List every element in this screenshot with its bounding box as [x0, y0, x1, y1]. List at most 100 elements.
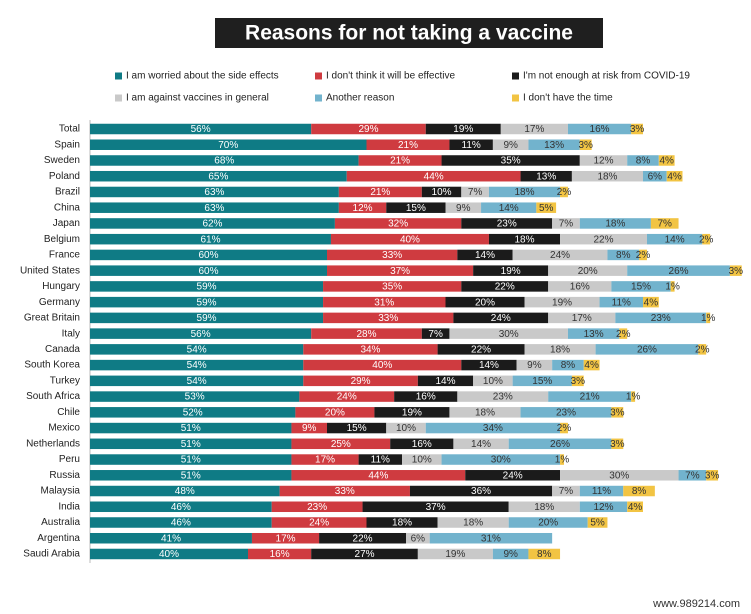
bar-segment: [465, 470, 561, 481]
bar-segment: [552, 485, 580, 497]
category-label: Brazil: [55, 187, 80, 198]
bar-segment: [508, 517, 588, 528]
data-label: 16%: [590, 124, 610, 135]
data-label: 3%: [630, 124, 645, 135]
bar-segment: [729, 265, 742, 276]
bar-segment: [579, 485, 624, 497]
data-label: 20%: [475, 297, 495, 308]
bar-segment: [402, 454, 442, 465]
bar-segment: [512, 375, 572, 387]
data-label: 5%: [539, 203, 554, 214]
category-label: Italy: [62, 328, 80, 339]
bar-segment: [552, 218, 580, 229]
data-label: 46%: [171, 502, 191, 513]
data-label: 1%: [665, 282, 680, 293]
category-label: Hungary: [42, 281, 80, 292]
data-label: 59%: [197, 282, 217, 293]
bar-segment: [524, 296, 600, 308]
data-label: 21%: [398, 140, 418, 151]
bar-segment: [425, 422, 561, 434]
data-label: 6%: [648, 171, 663, 182]
data-label: 18%: [392, 518, 412, 529]
data-label: 51%: [181, 423, 201, 434]
bar-segment: [441, 454, 561, 465]
bar-segment: [425, 123, 501, 135]
bar-segment: [358, 454, 403, 465]
data-label: 56%: [191, 329, 211, 340]
bar-segment: [327, 265, 474, 276]
data-label: 11%: [612, 297, 631, 308]
data-label: 4%: [667, 171, 682, 182]
data-label: 53%: [185, 392, 205, 403]
bar-segment: [481, 202, 537, 213]
bar-segment: [323, 296, 446, 308]
legend-label: Another reason: [326, 93, 394, 104]
data-label: 1%: [701, 313, 716, 324]
bar-segment: [461, 186, 489, 198]
data-label: 34%: [483, 423, 503, 434]
title-box: [215, 18, 603, 48]
bar-segment: [492, 548, 529, 560]
data-label: 10%: [396, 423, 416, 434]
data-label: 29%: [351, 376, 371, 387]
data-label: 46%: [171, 518, 191, 529]
data-label: 41%: [161, 533, 181, 544]
data-label: 9%: [456, 203, 471, 214]
bar-segment: [643, 170, 667, 182]
bar-segment: [488, 186, 561, 198]
data-label: 29%: [358, 124, 378, 135]
data-label: 23%: [651, 313, 671, 324]
bar-segment: [579, 218, 651, 229]
data-label: 60%: [198, 250, 218, 261]
bar-segment: [698, 344, 707, 355]
bar-segment: [528, 139, 580, 150]
bar-segment: [453, 438, 509, 450]
bar-segment: [650, 218, 679, 229]
data-label: 7%: [559, 219, 574, 230]
data-label: 3%: [610, 407, 625, 418]
data-label: 14%: [479, 360, 499, 371]
data-label: 26%: [669, 266, 689, 277]
data-label: 3%: [729, 266, 744, 277]
data-label: 30%: [499, 329, 519, 340]
bar-segment: [248, 548, 312, 560]
category-label: India: [58, 501, 80, 512]
bar-segment: [658, 155, 675, 166]
bar-segment: [473, 375, 513, 387]
data-label: 1%: [555, 455, 570, 466]
data-label: 3%: [610, 439, 625, 450]
legend-swatch: [512, 72, 519, 80]
data-label: 33%: [382, 250, 402, 261]
data-label: 18%: [534, 502, 554, 513]
bar-segment: [90, 249, 327, 261]
data-label: 2%: [616, 329, 631, 340]
data-label: 19%: [402, 407, 422, 418]
bar-segment: [449, 328, 568, 339]
bar-segment: [473, 265, 549, 276]
bar-segment: [271, 501, 363, 513]
bar-segment: [623, 485, 655, 497]
bar-segment: [323, 312, 454, 324]
category-label: Australia: [41, 517, 80, 528]
data-label: 19%: [552, 297, 572, 308]
bar-segment: [560, 233, 647, 245]
bar-segment: [441, 155, 580, 166]
bar-segment: [512, 249, 608, 261]
bar-segment: [457, 391, 549, 402]
bar-segment: [327, 422, 387, 434]
bar-segment: [646, 233, 703, 245]
bar-segment: [338, 202, 387, 213]
data-label: 40%: [400, 234, 420, 245]
data-label: 18%: [514, 187, 534, 198]
legend-swatch: [315, 72, 322, 80]
bar-segment: [670, 281, 675, 292]
data-label: 23%: [307, 502, 327, 513]
data-label: 23%: [497, 219, 517, 230]
data-label: 63%: [204, 203, 224, 214]
bar-segment: [461, 218, 553, 229]
data-label: 2%: [557, 187, 572, 198]
bar-segment: [90, 454, 292, 465]
data-label: 15%: [406, 203, 426, 214]
bar-segment: [560, 422, 568, 434]
